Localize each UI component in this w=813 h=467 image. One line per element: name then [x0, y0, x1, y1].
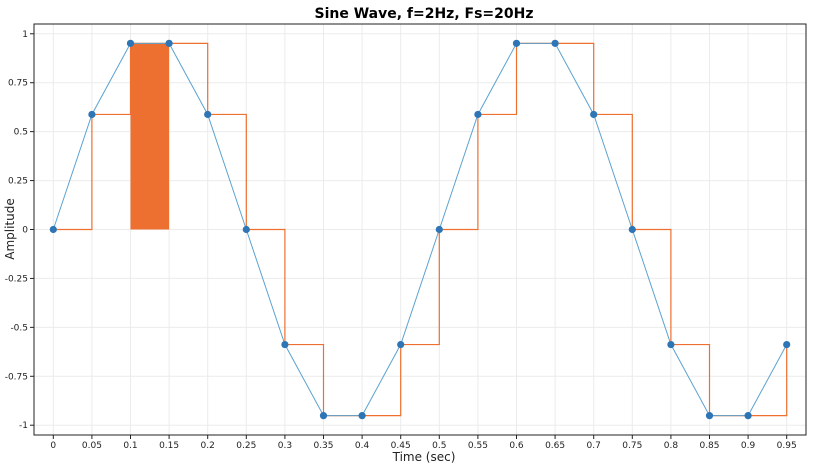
- x-tick-label: 0.8: [664, 441, 679, 451]
- y-tick-label: 0: [22, 226, 28, 236]
- sample-point: [512, 39, 521, 47]
- sample-point: [242, 225, 250, 234]
- sample-point: [474, 110, 482, 119]
- y-tick-label: -1: [19, 421, 28, 431]
- x-tick-label: 0.2: [201, 441, 215, 451]
- x-tick-label: 0.9: [741, 441, 756, 451]
- sample-point: [281, 340, 289, 349]
- y-axis-title: Amplitude: [3, 198, 17, 260]
- sample-point: [88, 110, 96, 119]
- y-tick-label: -0.75: [5, 372, 28, 382]
- sample-point: [783, 340, 791, 349]
- sample-point: [705, 412, 714, 420]
- y-tick-label: 1: [22, 30, 28, 40]
- x-tick-label: 0.15: [159, 441, 179, 451]
- x-tick-label: 0.75: [622, 441, 642, 451]
- highlight-bar: [130, 43, 170, 230]
- sample-point: [551, 39, 559, 47]
- sample-line-series: [52, 42, 788, 417]
- x-ticks: 0 0.05 0.1 0.15 0.2 0.25 0.3 0.35 0.4 0.45 0.5 0.55…: [50, 435, 797, 451]
- x-tick-label: 0.7: [587, 441, 601, 451]
- sample-point: [628, 225, 636, 234]
- x-tick-label: 0.6: [509, 441, 524, 451]
- x-tick-label: 0.4: [355, 441, 370, 451]
- y-tick-label: 0.5: [14, 128, 28, 138]
- sample-point: [435, 225, 443, 234]
- sample-point: [319, 412, 328, 420]
- x-axis-title: Time (sec): [392, 450, 456, 464]
- x-tick-label: 0: [50, 441, 56, 451]
- x-tick-label: 0.1: [123, 441, 137, 451]
- x-tick-label: 0.35: [313, 441, 333, 451]
- x-tick-label: 0.55: [468, 441, 488, 451]
- grid: [34, 24, 806, 435]
- y-ticks: 1 0.75 0.5 0.25 0 -0.25 -0.5 -0.75 -1: [5, 30, 34, 431]
- x-tick-label: 0.95: [777, 441, 797, 451]
- sample-point: [397, 340, 405, 349]
- x-tick-label: 0.85: [699, 441, 719, 451]
- x-tick-label: 0.25: [236, 441, 256, 451]
- y-tick-label: -0.5: [10, 323, 28, 333]
- chart-title: Sine Wave, f=2Hz, Fs=20Hz: [314, 6, 533, 22]
- y-tick-label: -0.25: [5, 274, 28, 284]
- hold-series: [53, 42, 788, 417]
- sample-point: [590, 110, 598, 119]
- x-tick-label: 0.45: [391, 441, 411, 451]
- sample-points: [49, 39, 791, 420]
- sample-point: [49, 225, 57, 234]
- sample-point: [358, 412, 366, 420]
- x-tick-label: 0.5: [432, 441, 446, 451]
- sample-point: [204, 110, 212, 119]
- sample-point: [744, 412, 752, 420]
- sample-line: [52, 42, 788, 417]
- sample-point: [165, 39, 173, 47]
- x-tick-label: 0.65: [545, 441, 565, 451]
- x-tick-label: 0.3: [278, 441, 292, 451]
- sample-point: [667, 340, 675, 349]
- y-tick-label: 0.25: [8, 177, 28, 187]
- y-tick-label: 0.75: [8, 79, 28, 89]
- hold-staircase-line: [53, 42, 788, 417]
- highlight-layer: [130, 43, 170, 230]
- sample-point: [126, 39, 135, 47]
- x-tick-label: 0.05: [82, 441, 102, 451]
